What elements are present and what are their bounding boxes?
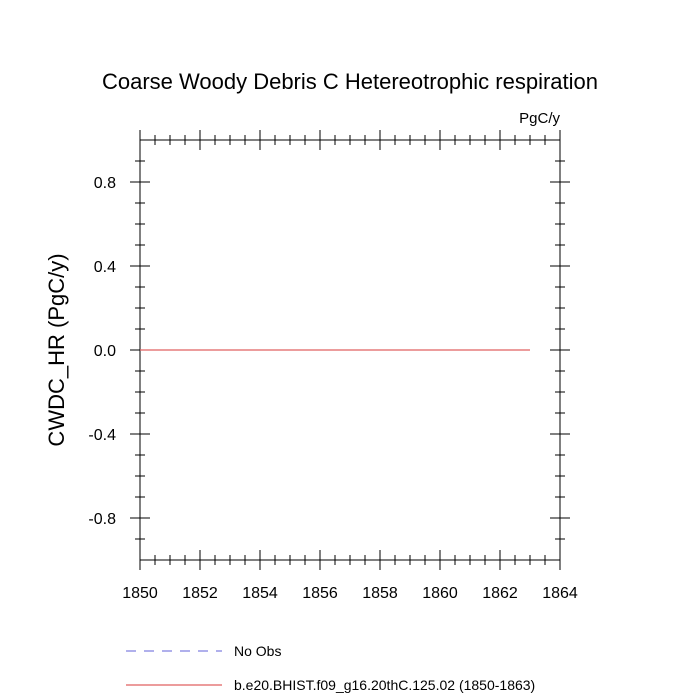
chart-title: Coarse Woody Debris C Hetereotrophic res… (102, 69, 598, 94)
legend-label-1: b.e20.BHIST.f09_g16.20thC.125.02 (1850-1… (234, 677, 535, 693)
y-tick-label: 0.4 (94, 259, 116, 276)
y-tick-label: -0.4 (88, 427, 116, 444)
legend-label-0: No Obs (234, 643, 281, 659)
units-label: PgC/y (519, 110, 560, 127)
x-tick-label: 1852 (182, 585, 218, 602)
x-tick-label: 1860 (422, 585, 458, 602)
y-tick-label: 0.0 (94, 343, 116, 360)
y-axis-label: CWDC_HR (PgC/y) (44, 253, 69, 446)
legend: No Obs b.e20.BHIST.f09_g16.20thC.125.02 (… (126, 643, 535, 693)
y-tick-label: -0.8 (88, 511, 116, 528)
x-tick-label: 1856 (302, 585, 338, 602)
axis-ticks (130, 130, 570, 570)
x-tick-label: 1850 (122, 585, 158, 602)
x-tick-label: 1854 (242, 585, 278, 602)
x-tick-label: 1858 (362, 585, 398, 602)
x-tick-label: 1862 (482, 585, 518, 602)
axis-tick-labels: 1850 1852 1854 1856 1858 1860 1862 1864 -0.8 -0.4… (88, 175, 577, 602)
x-tick-label: 1864 (542, 585, 578, 602)
y-tick-label: 0.8 (94, 175, 116, 192)
